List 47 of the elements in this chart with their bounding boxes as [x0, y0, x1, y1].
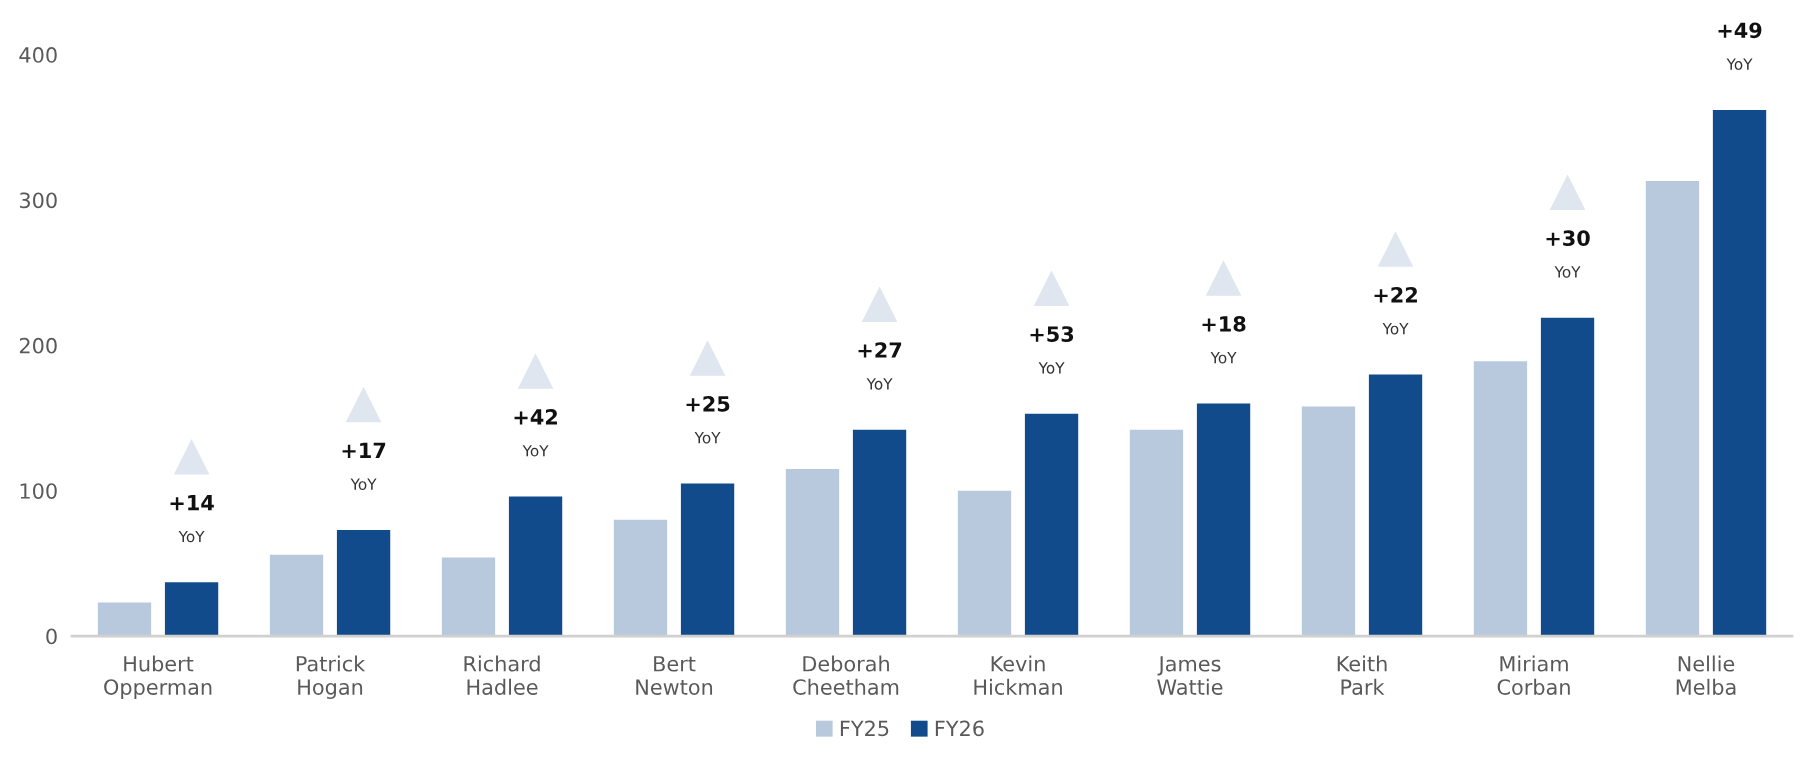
bar	[1368, 374, 1423, 637]
x-tick-label: Nellie Melba	[1676, 655, 1736, 695]
bar	[957, 490, 1012, 637]
x-tick-label: Keith Park	[1337, 655, 1387, 695]
y-tick-label: 0	[46, 628, 57, 645]
bar	[1473, 361, 1528, 637]
bar	[1196, 403, 1251, 637]
x-tick-label: Bert Newton	[636, 656, 713, 695]
bar	[852, 429, 907, 637]
annotation: +27 YoY	[858, 342, 902, 390]
bar	[785, 468, 840, 637]
legend-label: FY26	[935, 720, 984, 737]
y-tick-label: 300	[19, 192, 57, 209]
annotation: +17 YoY	[342, 442, 386, 490]
x-tick-label: Miriam Corban	[1497, 655, 1570, 695]
bar	[508, 496, 563, 637]
y-tick-label: 400	[19, 47, 57, 63]
bar	[1024, 413, 1079, 637]
x-tick-label: Richard Hadlee	[464, 655, 540, 695]
bar	[336, 529, 391, 637]
x-tick-label: Hubert Opperman	[104, 655, 212, 699]
bar	[1712, 109, 1767, 637]
legend-label: FY25	[840, 720, 889, 737]
bar	[164, 582, 219, 637]
bar	[97, 602, 152, 637]
bar	[1301, 406, 1356, 637]
annotation: +30 YoY	[1546, 230, 1590, 278]
x-tick-label: Kevin Hickman	[974, 655, 1062, 695]
annotation: +25 YoY	[686, 395, 730, 444]
annotation: +18 YoY	[1202, 315, 1246, 364]
y-tick-label: 100	[20, 483, 57, 499]
bar	[680, 483, 735, 637]
annotation: +53 YoY	[1030, 326, 1074, 374]
x-tick-label: James Wattie	[1157, 656, 1223, 695]
x-tick-label: Patrick Hogan	[296, 655, 366, 699]
y-tick-label: 200	[19, 337, 57, 354]
annotation: +22 YoY	[1374, 286, 1417, 335]
bar	[441, 557, 496, 637]
annotation: +42 YoY	[514, 409, 557, 457]
bar	[1645, 181, 1700, 637]
bar	[1129, 429, 1184, 637]
annotation: +14 YoY	[170, 495, 214, 543]
bar	[1540, 317, 1595, 637]
bar	[269, 554, 324, 637]
bar	[613, 519, 668, 637]
x-tick-label: Deborah Cheetham	[793, 655, 899, 695]
annotation: +49 YoY	[1718, 22, 1762, 70]
